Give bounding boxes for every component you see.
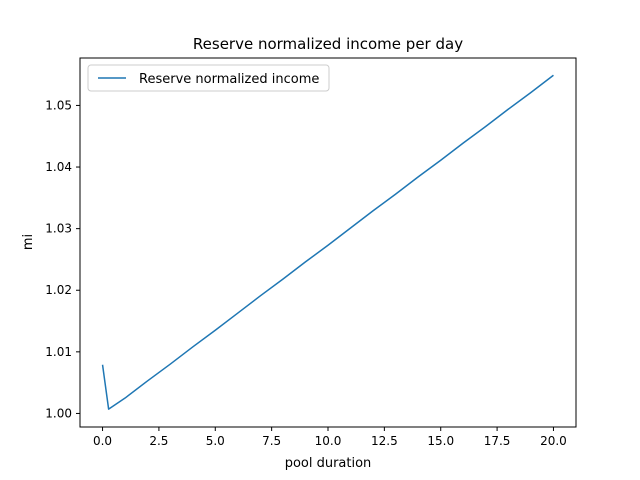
x-tick-label: 10.0	[315, 434, 342, 448]
x-tick-label: 20.0	[540, 434, 567, 448]
x-tick-label: 7.5	[262, 434, 281, 448]
x-tick-label: 12.5	[371, 434, 398, 448]
axes-frame	[79, 57, 577, 428]
y-tick-label: 1.05	[45, 98, 72, 112]
x-tick-label: 17.5	[484, 434, 511, 448]
y-tick-label: 1.00	[45, 406, 72, 420]
legend-label: Reserve normalized income	[139, 72, 319, 87]
x-tick-label: 2.5	[149, 434, 168, 448]
legend-box	[87, 64, 330, 92]
x-tick-label: 15.0	[427, 434, 454, 448]
y-axis-label: mi	[21, 234, 36, 250]
y-tick-label: 1.04	[45, 160, 72, 174]
x-axis-label: pool duration	[285, 456, 372, 471]
chart-title: Reserve normalized income per day	[193, 35, 463, 53]
y-tick-label: 1.02	[45, 283, 72, 297]
axes: 0.0 2.5 5.0 7.5 10.0 12.5 15.0 17.5 20.0 1.00 1.01…	[45, 57, 577, 448]
x-tick-label: 0.0	[93, 434, 112, 448]
plot-area	[101, 74, 554, 410]
legend: Reserve normalized income	[87, 64, 330, 92]
x-tick-label: 5.0	[206, 434, 225, 448]
y-tick-label: 1.03	[45, 222, 72, 236]
series-line-0	[101, 74, 554, 410]
y-tick-label: 1.01	[45, 345, 72, 359]
